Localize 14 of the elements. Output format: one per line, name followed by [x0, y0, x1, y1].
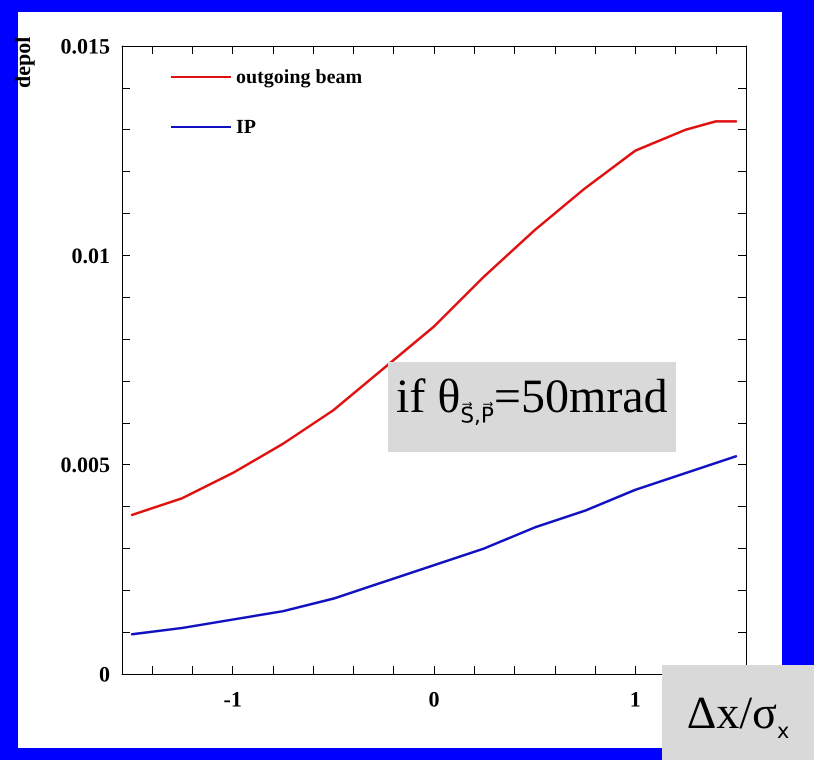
y-tick-label: 0.005 — [60, 452, 110, 478]
x-tick-label: 1 — [630, 686, 641, 712]
y-tick-label: 0 — [99, 662, 110, 686]
y-tick-label: 0.01 — [72, 242, 110, 268]
y-axis-title: depol — [10, 36, 36, 88]
legend-label: IP — [236, 116, 256, 138]
x-tick-label: -1 — [224, 686, 242, 712]
x-axis-title: Δx/σ$_{x}$ — [662, 665, 814, 760]
legend-label: outgoing beam — [236, 66, 362, 88]
x-tick-label: 0 — [428, 686, 440, 712]
annotation: if θ$_{S⃗,P⃗}$=50mrad — [388, 362, 676, 452]
line-series — [130, 120, 738, 516]
y-tick-label: 0.015 — [60, 34, 110, 58]
line-series — [130, 455, 738, 636]
